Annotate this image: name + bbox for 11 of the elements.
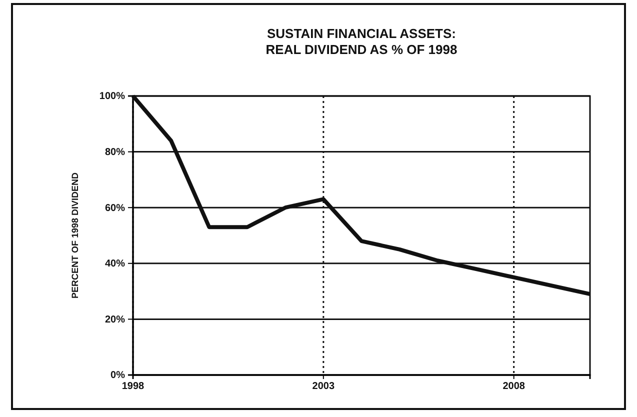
x-tick-label: 2008 — [502, 381, 526, 392]
y-axis-title: PERCENT OF 1998 DIVIDEND — [70, 172, 80, 299]
y-tick-label: 40% — [104, 258, 126, 270]
y-tick-label: 80% — [104, 147, 126, 158]
x-tick-label: 1998 — [122, 381, 145, 392]
chart-title: SUSTAIN FINANCIAL ASSETS: REAL DIVIDEND AS % OF 1998 — [266, 26, 458, 57]
y-tick-label: 60% — [104, 202, 126, 214]
y-tick-label: 100% — [99, 91, 126, 102]
y-tick-label: 20% — [104, 314, 126, 326]
y-tick-label: 0% — [110, 370, 126, 382]
x-tick-label: 2003 — [312, 381, 335, 392]
